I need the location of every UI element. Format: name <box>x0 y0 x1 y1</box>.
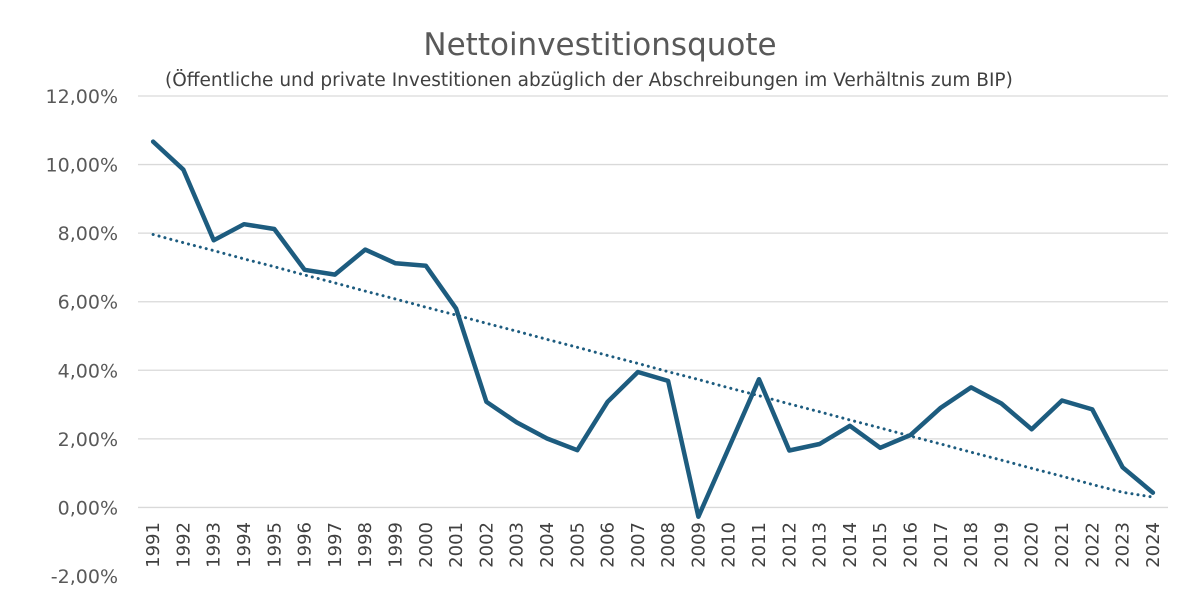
x-tick-label: 1995 <box>264 522 285 568</box>
chart-subtitle: (Öffentliche und private Investitionen a… <box>165 69 1013 91</box>
y-tick-label: 2,00% <box>58 429 118 451</box>
x-tick-label: 2011 <box>749 522 770 568</box>
x-tick-label: 2020 <box>1022 522 1043 568</box>
x-tick-label: 2017 <box>931 522 952 568</box>
x-tick-label: 1992 <box>173 522 194 568</box>
x-tick-label: 2005 <box>567 522 588 568</box>
x-tick-label: 1993 <box>204 522 225 568</box>
x-tick-label: 1997 <box>325 522 346 568</box>
x-tick-label: 2003 <box>507 522 528 568</box>
series-layer <box>150 139 1156 519</box>
x-tick-label: 2015 <box>870 522 891 568</box>
x-tick-label: 2018 <box>961 522 982 568</box>
x-tick-label: 1998 <box>355 522 376 568</box>
gridlines <box>138 95 1168 509</box>
y-tick-label: 0,00% <box>58 497 118 519</box>
x-tick-label: 2023 <box>1113 522 1134 568</box>
x-tick-label: 2007 <box>628 522 649 568</box>
x-tick-label: 1996 <box>295 522 316 568</box>
series-line <box>150 139 1156 519</box>
y-tick-label: 12,00% <box>46 86 118 108</box>
y-tick-label: 10,00% <box>46 155 118 177</box>
x-tick-label: 2004 <box>537 522 558 568</box>
x-tick-label: 2014 <box>840 522 861 568</box>
trendline <box>151 233 1155 499</box>
x-tick-label: 2021 <box>1052 522 1073 568</box>
x-tick-label: 2022 <box>1082 522 1103 568</box>
y-tick-label: -2,00% <box>51 566 118 588</box>
chart-title: Nettoinvestitionsquote <box>423 27 776 63</box>
x-tick-label: 2000 <box>416 522 437 568</box>
x-tick-label: 2016 <box>901 522 922 568</box>
x-tick-label: 2008 <box>658 522 679 568</box>
x-tick-label: 2012 <box>779 522 800 568</box>
y-tick-label: 4,00% <box>58 360 118 382</box>
x-tick-label: 2010 <box>719 522 740 568</box>
y-tick-label: 6,00% <box>58 292 118 314</box>
x-tick-label: 1994 <box>234 522 255 568</box>
x-tick-label: 2006 <box>598 522 619 568</box>
x-tick-label: 2009 <box>688 522 709 568</box>
y-axis-ticks: 12,00% 10,00% 8,00% 6,00% 4,00% 2,00% 0,00% -2,… <box>46 86 118 588</box>
x-tick-label: 1999 <box>386 522 407 568</box>
trendline-layer <box>151 233 1155 499</box>
x-tick-label: 2013 <box>810 522 831 568</box>
x-tick-label: 2019 <box>991 522 1012 568</box>
x-tick-label: 2001 <box>446 522 467 568</box>
x-tick-label: 1991 <box>143 522 164 568</box>
x-axis-ticks: 1991 1992 1993 1994 1995 1996 1997 1998 1999 2000… <box>143 522 1164 568</box>
x-tick-label: 2024 <box>1143 522 1164 568</box>
x-tick-label: 2002 <box>476 522 497 568</box>
y-tick-label: 8,00% <box>58 223 118 245</box>
